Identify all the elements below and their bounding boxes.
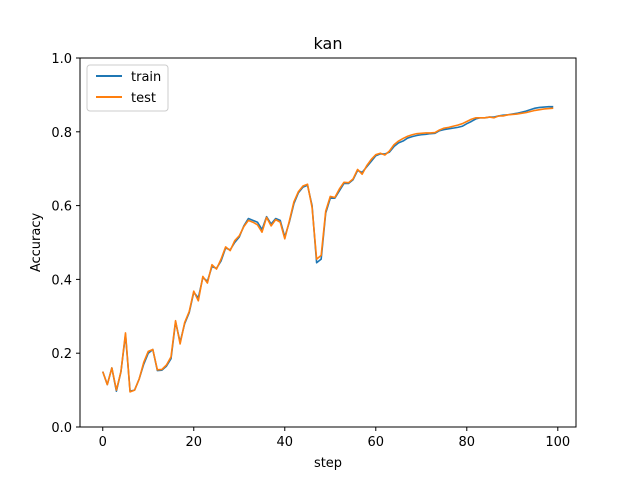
- y-tick-label: 0.6: [51, 200, 72, 215]
- legend-label-train: train: [131, 70, 161, 85]
- y-tick-label: 0.8: [51, 126, 72, 141]
- plot-frame: [79, 57, 577, 428]
- y-tick-label: 0.4: [51, 273, 72, 288]
- x-tick-label: 20: [185, 435, 202, 450]
- legend: train test: [86, 64, 169, 112]
- x-tick-label: 80: [459, 435, 476, 450]
- y-tick-label: 1.0: [51, 52, 72, 67]
- x-axis: 0 20 40 60 80 100: [99, 427, 570, 450]
- y-tick-label: 0.0: [51, 421, 72, 436]
- plot-lines: [101, 105, 554, 393]
- y-axis: 0.0 0.2 0.4 0.6 0.8 1.0: [51, 52, 80, 436]
- y-tick-label: 0.2: [51, 347, 72, 362]
- legend-label-test: test: [131, 91, 156, 106]
- x-tick-label: 40: [276, 435, 293, 450]
- series-line-test: [101, 107, 554, 393]
- x-tick-label: 0: [99, 435, 107, 450]
- chart-title: kan: [314, 34, 343, 53]
- x-axis-title: step: [314, 456, 342, 471]
- x-tick-label: 60: [368, 435, 385, 450]
- x-tick-label: 100: [545, 435, 570, 450]
- y-axis-title: Accuracy: [29, 213, 44, 273]
